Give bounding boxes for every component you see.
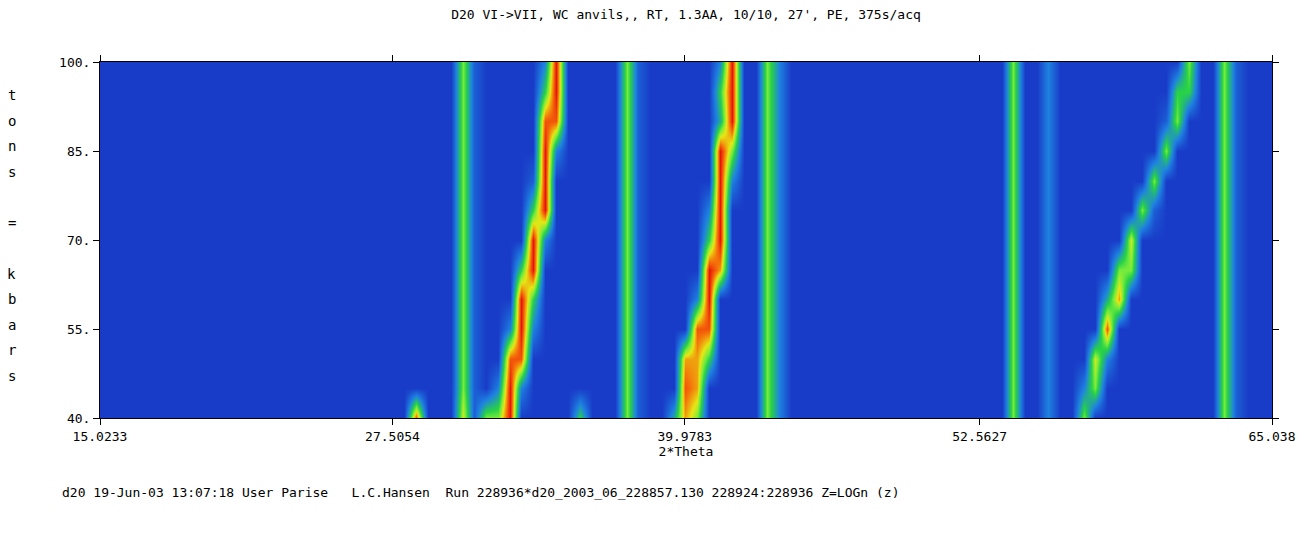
- svg-text:s: s: [8, 164, 16, 180]
- svg-text:39.9783: 39.9783: [657, 429, 712, 444]
- svg-text:r: r: [8, 342, 16, 358]
- svg-text:D20 VI->VII, WC anvils,, RT, 1: D20 VI->VII, WC anvils,, RT, 1.3AA, 10/1…: [451, 7, 921, 22]
- svg-text:b: b: [8, 291, 16, 307]
- svg-text:55.: 55.: [67, 322, 90, 337]
- svg-text:27.5054: 27.5054: [365, 429, 420, 444]
- svg-text:o: o: [8, 113, 16, 129]
- svg-text:100.: 100.: [59, 55, 90, 70]
- svg-text:n: n: [8, 138, 16, 154]
- svg-text:2*Theta: 2*Theta: [659, 444, 714, 459]
- svg-text:70.: 70.: [67, 233, 90, 248]
- svg-text:40.: 40.: [67, 411, 90, 426]
- svg-text:k: k: [7, 266, 16, 282]
- svg-text:85.: 85.: [67, 144, 90, 159]
- svg-text:s: s: [8, 368, 16, 384]
- svg-text:65.038: 65.038: [1249, 429, 1296, 444]
- svg-text:d20 19-Jun-03 13:07:18 User Pa: d20 19-Jun-03 13:07:18 User Parise L.C.H…: [62, 485, 899, 500]
- svg-text:=: =: [8, 215, 16, 231]
- svg-text:a: a: [8, 317, 16, 333]
- svg-text:t: t: [8, 87, 16, 103]
- svg-text:15.0233: 15.0233: [73, 429, 128, 444]
- svg-text:52.5627: 52.5627: [952, 429, 1007, 444]
